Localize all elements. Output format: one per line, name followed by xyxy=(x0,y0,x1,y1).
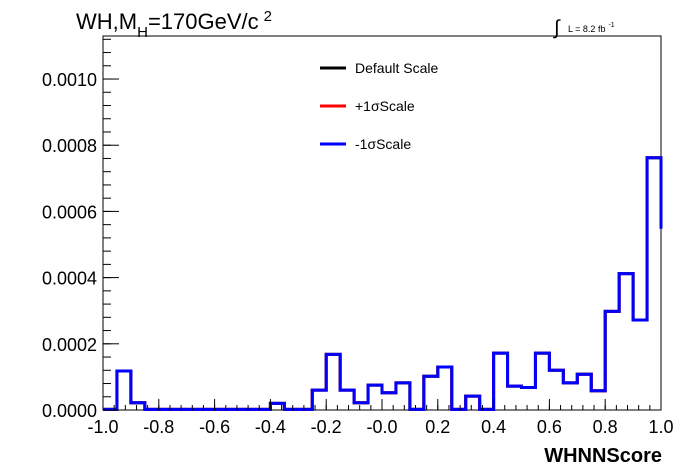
luminosity-label: ∫ L = 8.2 fb -1 xyxy=(553,17,615,39)
plot-area xyxy=(102,35,662,411)
legend-label-0: Default Scale xyxy=(355,60,438,76)
series-line-2 xyxy=(103,156,663,411)
series-line-1 xyxy=(103,156,663,411)
title-main: WH,M xyxy=(76,9,137,34)
plot-frame xyxy=(102,35,662,411)
x-tick-label: 0.8 xyxy=(593,417,618,437)
chart-title: WH,MH=170GeV/c 2 xyxy=(76,8,272,41)
y-tick-label: 0.0002 xyxy=(42,335,97,355)
x-tick-label: -0.2 xyxy=(311,417,342,437)
title-superscript: 2 xyxy=(264,8,272,25)
histogram-series xyxy=(103,156,663,411)
lumi-superscript: -1 xyxy=(608,22,614,29)
integral-symbol: ∫ xyxy=(553,17,561,39)
x-tick-label: -0.6 xyxy=(199,417,230,437)
y-tick-label: 0.0000 xyxy=(42,401,97,421)
lumi-text: L = 8.2 fb xyxy=(568,24,605,34)
x-tick-label: -0.8 xyxy=(143,417,174,437)
y-tick-label: 0.0006 xyxy=(42,202,97,222)
y-tick-label: 0.0010 xyxy=(42,70,97,90)
axes: -1.0 -0.8 -0.6 -0.4 -0.2 -0.0 0.2 0.4 0.6 0.8 1.0 0… xyxy=(42,38,674,437)
y-tick-label: 0.0004 xyxy=(42,269,97,289)
svg-text:L = 8.2 fb-1: L = 8.2 fb -1 xyxy=(568,22,615,34)
x-tick-label: 0.2 xyxy=(425,417,450,437)
legend: Default Scale +1σScale -1σScale xyxy=(320,60,438,152)
legend-label-1: +1σScale xyxy=(355,98,415,114)
legend-label-2: -1σScale xyxy=(355,136,411,152)
y-tick-label: 0.0008 xyxy=(42,136,97,156)
x-tick-label: 0.6 xyxy=(537,417,562,437)
x-tick-label: -1.0 xyxy=(87,417,118,437)
x-axis-label: WHNNScore xyxy=(544,445,662,467)
title-subscript: H xyxy=(137,24,148,41)
x-tick-label: -0.4 xyxy=(255,417,286,437)
x-tick-label: -0.0 xyxy=(366,417,397,437)
svg-text:WH,MH=170GeV/c2: WH,MH=170GeV/c 2 xyxy=(76,8,272,41)
series-line-0 xyxy=(103,156,663,411)
title-tail: =170GeV/c xyxy=(148,9,259,34)
x-tick-label: 1.0 xyxy=(648,417,673,437)
x-tick-label: 0.4 xyxy=(481,417,506,437)
